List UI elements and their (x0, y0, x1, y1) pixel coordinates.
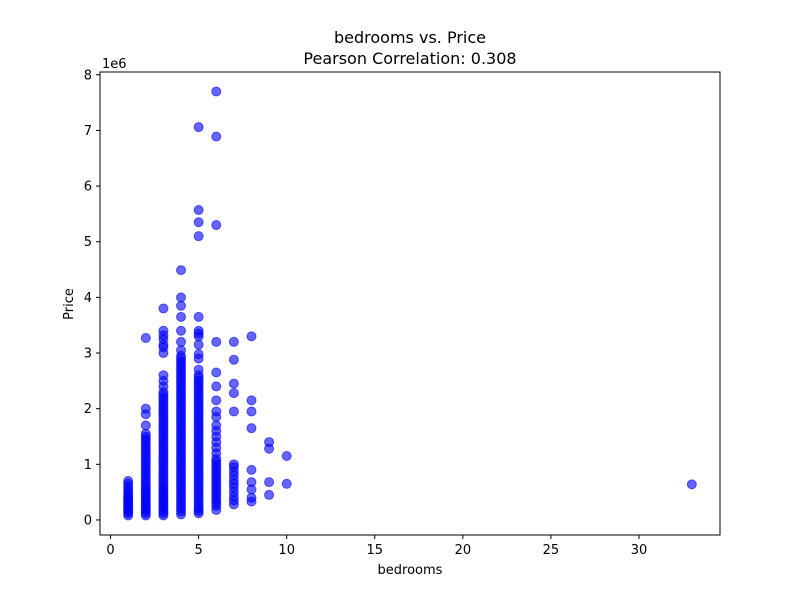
y-offset-label: 1e6 (102, 57, 127, 72)
data-point (176, 300, 187, 311)
y-tick-label: 8 (84, 68, 92, 83)
data-point (281, 478, 292, 489)
y-tick-label: 0 (84, 513, 92, 528)
data-point (211, 131, 222, 142)
data-point (246, 395, 257, 406)
data-point (193, 325, 204, 336)
data-point (264, 489, 275, 500)
data-point (228, 378, 239, 389)
data-point (140, 403, 151, 414)
data-point (211, 406, 222, 417)
y-tick-label: 1 (84, 458, 92, 473)
data-point (228, 406, 239, 417)
x-tick-label: 15 (366, 543, 383, 558)
data-point (211, 367, 222, 378)
data-point (193, 349, 204, 360)
data-point (211, 220, 222, 231)
plot-frame (99, 71, 721, 536)
y-tick-label: 6 (84, 180, 92, 195)
data-point (176, 336, 187, 347)
y-tick-label: 2 (84, 402, 92, 417)
data-point (211, 86, 222, 97)
y-axis-label: Price (62, 288, 77, 320)
x-axis: 0 5 10 15 20 25 30 (106, 535, 647, 558)
data-point (246, 331, 257, 342)
x-tick-label: 5 (194, 543, 202, 558)
data-point (193, 311, 204, 322)
data-point (246, 464, 257, 475)
y-tick-label: 5 (84, 235, 92, 250)
data-point (123, 476, 134, 487)
data-point (228, 388, 239, 399)
x-tick-label: 20 (455, 543, 472, 558)
points-layer (123, 86, 697, 521)
data-point (264, 437, 275, 448)
data-point (176, 325, 187, 336)
chart-title: bedrooms vs. Price (334, 28, 486, 47)
data-point (228, 354, 239, 365)
data-point (158, 325, 169, 336)
data-point (193, 205, 204, 216)
data-point (246, 492, 257, 503)
x-tick-label: 0 (106, 543, 114, 558)
data-point (140, 333, 151, 344)
x-axis-label: bedrooms (378, 563, 443, 578)
data-point (176, 265, 187, 276)
data-point (140, 428, 151, 439)
chart-subtitle: Pearson Correlation: 0.308 (303, 49, 516, 68)
data-point (193, 122, 204, 133)
x-tick-label: 10 (278, 543, 295, 558)
data-point (228, 336, 239, 347)
data-point (211, 381, 222, 392)
y-tick-label: 3 (84, 347, 92, 362)
data-point (140, 420, 151, 431)
data-point (193, 364, 204, 375)
data-point (228, 459, 239, 470)
data-point (193, 217, 204, 228)
data-point (176, 311, 187, 322)
y-tick-label: 7 (84, 124, 92, 139)
data-point (281, 450, 292, 461)
data-point (193, 231, 204, 242)
data-point (158, 303, 169, 314)
data-point (211, 395, 222, 406)
data-point (246, 477, 257, 488)
data-point (176, 345, 187, 356)
x-tick-label: 30 (631, 543, 648, 558)
data-point (246, 406, 257, 417)
data-point (176, 292, 187, 303)
y-axis: 0 1 2 3 4 5 6 7 8 (84, 68, 100, 528)
data-point (211, 420, 222, 431)
data-point (211, 336, 222, 347)
data-point (193, 339, 204, 350)
data-point (686, 479, 697, 490)
data-point (246, 423, 257, 434)
data-point (264, 477, 275, 488)
data-point (158, 370, 169, 381)
x-tick-label: 25 (543, 543, 560, 558)
y-tick-label: 4 (84, 291, 92, 306)
